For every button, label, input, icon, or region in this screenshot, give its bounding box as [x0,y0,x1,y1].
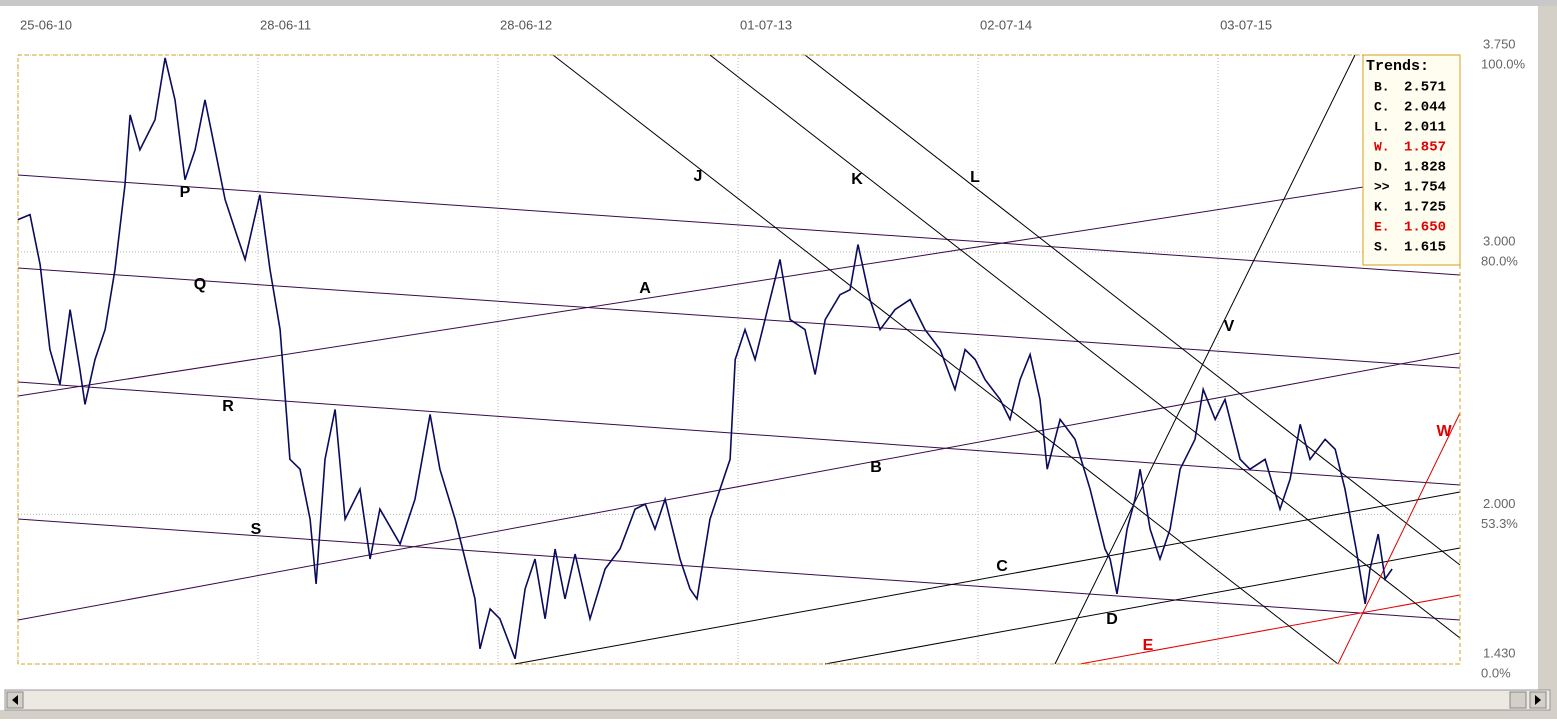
trend-value: 1.754 [1404,180,1446,196]
trend-key: D. [1374,159,1390,174]
trend-key: W. [1374,139,1390,154]
trend-value: 2.044 [1404,100,1446,116]
arrow-icon [12,695,18,705]
trend-line [17,267,1461,369]
trend-key: C. [1374,99,1390,114]
trend-line [1079,594,1461,665]
trend-line [17,518,1461,621]
trend-value: 1.857 [1404,140,1446,156]
trends-title: Trends: [1366,58,1429,75]
trend-lines [17,54,1461,665]
trend-value: 1.650 [1404,220,1446,236]
trend-value: 1.725 [1404,200,1446,216]
trend-label: W [1436,423,1452,440]
y-tick-label: 2.000 [1483,496,1516,511]
trend-line [1337,412,1461,665]
trend-label: Q [194,276,206,293]
bottom-frame [0,710,1557,719]
trend-line [1054,54,1356,665]
trend-line [17,171,1461,397]
trend-label: A [639,280,651,297]
trend-label: B [870,459,882,476]
plot-border [17,54,1461,665]
trend-value: 2.571 [1404,80,1446,96]
y-tick-percent: 53.3% [1481,516,1518,531]
trend-key: S. [1374,239,1390,254]
trend-line [824,547,1461,665]
trend-key: >> [1374,179,1390,194]
trend-key: E. [1374,219,1390,234]
y-tick-percent: 0.0% [1481,665,1511,680]
trend-line [17,352,1461,621]
trend-label: R [222,398,234,415]
scrollbar[interactable] [4,689,1551,711]
trend-line [552,54,1339,665]
trend-value: 2.011 [1404,120,1446,136]
trend-line [17,381,1461,486]
x-tick-label: 02-07-14 [980,17,1032,32]
x-tick-label: 03-07-15 [1220,17,1272,32]
trend-label: L [970,169,980,186]
trend-label: V [1224,318,1235,335]
trend-label: J [694,168,703,185]
trend-value: 1.828 [1404,160,1446,176]
trend-label: S [251,521,262,538]
x-tick-label: 25-06-10 [20,17,72,32]
top-frame [0,0,1557,6]
trend-label: P [180,184,191,201]
trend-label: E [1143,637,1154,654]
y-tick-percent: 100.0% [1481,56,1526,71]
y-tick-label: 1.430 [1483,645,1516,660]
right-panel [1538,6,1557,719]
trend-line [17,174,1461,276]
trend-line [804,54,1461,566]
x-tick-label: 01-07-13 [740,17,792,32]
scroll-thumb[interactable] [1509,691,1527,709]
trend-key: B. [1374,79,1390,94]
trend-key: L. [1374,119,1390,134]
trend-key: K. [1374,199,1390,214]
trend-label: K [851,171,863,188]
trend-label: C [996,558,1008,575]
y-tick-label: 3.750 [1483,36,1516,51]
trend-value: 1.615 [1404,240,1446,256]
trend-line [709,54,1461,639]
trends-box [1362,54,1461,266]
y-tick-percent: 80.0% [1481,253,1518,268]
x-tick-label: 28-06-12 [500,17,552,32]
price-line [17,57,1393,660]
arrow-icon [1535,695,1541,705]
trend-line [514,491,1461,665]
trend-label: D [1106,611,1118,628]
y-tick-label: 3.000 [1483,233,1516,248]
x-tick-label: 28-06-11 [260,17,311,32]
